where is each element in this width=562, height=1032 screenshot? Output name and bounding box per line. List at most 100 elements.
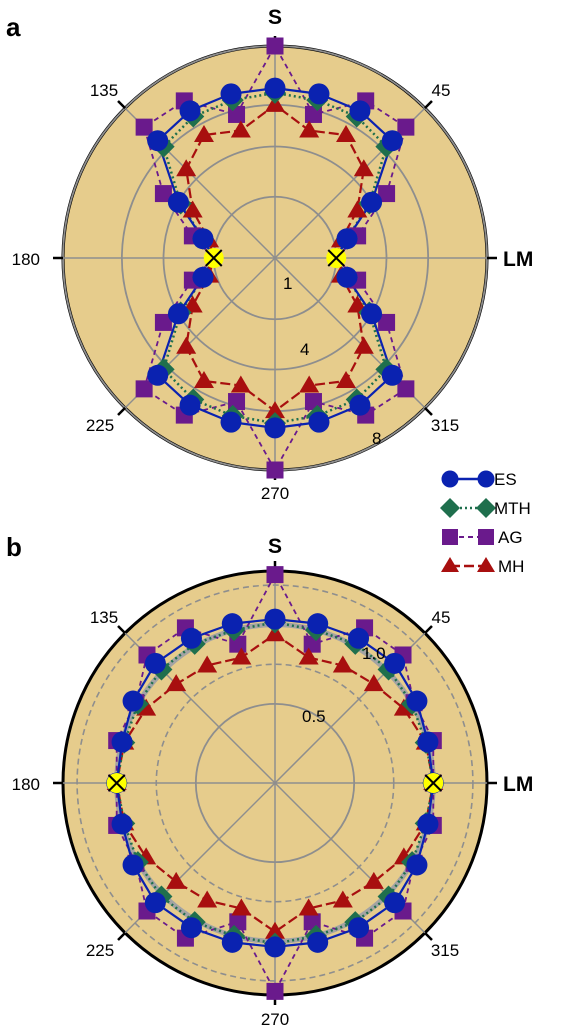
panel-a-es-point-45 — [381, 130, 403, 152]
panel-a-tick-225 — [117, 407, 126, 416]
panel-b-label-90: S — [268, 535, 282, 558]
panel-a-mh-point-135 — [176, 159, 197, 177]
panel-b-es-point-15 — [417, 731, 439, 753]
panel-a-es-point-345 — [336, 266, 358, 288]
panel-a-mh-point-285 — [299, 375, 320, 393]
panel-a-es-point-195 — [192, 266, 214, 288]
panel-a-label-225: 225 — [86, 416, 114, 435]
panel-b-es-point-150 — [122, 690, 144, 712]
panel-b-ring-3 — [76, 584, 474, 982]
panel-b-series — [105, 566, 445, 1000]
panel-a-es-point-225 — [147, 364, 169, 386]
legend-item-mh: MH — [441, 557, 524, 576]
panel-a-mh-point-225 — [176, 336, 197, 354]
panel-a-ring-label-8: 8 — [372, 429, 381, 448]
panel-a-ag-point-330 — [378, 313, 396, 331]
panel-b-es-point-285 — [307, 931, 329, 953]
panel-b-ag-point-270 — [266, 982, 284, 1000]
panel-a-es-point-285 — [308, 411, 330, 433]
panel-b-mh-point-60 — [332, 655, 353, 673]
panel-a-mh-point-120 — [193, 124, 214, 142]
panel-b-letter: b — [6, 532, 22, 562]
panel-a-es-point-210 — [167, 303, 189, 325]
panel-a-es-point-60 — [349, 100, 371, 122]
panel-b-mh-point-300 — [332, 890, 353, 908]
panel-a-mh-point-330 — [347, 295, 368, 313]
panel-b-es-point-135 — [144, 652, 166, 674]
panel-a-crossing-x-1 — [205, 249, 223, 267]
panel-a-letter: a — [6, 12, 21, 42]
panel-a-label-180: 180 — [12, 250, 40, 269]
panel-b-ring-0 — [194, 702, 356, 864]
panel-b-crossings — [106, 773, 444, 793]
panel-a-es-point-120 — [179, 100, 201, 122]
legend-marker-mh-start — [441, 557, 459, 572]
panel-a-es-point-330 — [361, 303, 383, 325]
panel-b-tick-135 — [117, 625, 126, 634]
panel-b-mh-point-45 — [363, 674, 384, 692]
panel-b-es-point-270 — [264, 936, 286, 958]
panel-a-mh-point-60 — [336, 124, 357, 142]
panel-b-mh-point-255 — [231, 898, 252, 916]
panel-a-ag-point-150 — [154, 185, 172, 203]
panel-a-es-point-165 — [192, 228, 214, 250]
panel-a-tick-45 — [424, 100, 433, 109]
panel-a-mh-point-255 — [230, 375, 251, 393]
panel-a-ag-point-30 — [378, 185, 396, 203]
panel-a-ag-point-90 — [266, 37, 284, 55]
panel-a-es-point-270 — [264, 417, 286, 439]
panel-b-es-point-345 — [417, 813, 439, 835]
panel-b-es-point-45 — [384, 652, 406, 674]
panel-a-ag-point-45 — [397, 118, 415, 136]
panel-b-label-0: LM — [503, 773, 533, 796]
panel-a-es-point-30 — [361, 191, 383, 213]
panel-b-mh-point-285 — [298, 898, 319, 916]
panel-a-label-0: LM — [503, 248, 533, 271]
legend-marker-ag-end — [478, 529, 494, 545]
panel-a-es-point-255 — [220, 411, 242, 433]
panel-b-mh-point-270 — [265, 921, 285, 939]
legend-item-es: ES — [441, 470, 517, 489]
panel-a-label-315: 315 — [431, 416, 459, 435]
panel-b-tick-45 — [424, 625, 433, 634]
legend-marker-ag-start — [442, 529, 458, 545]
panel-a-es-point-15 — [336, 228, 358, 250]
panel-a-mh-point-300 — [336, 371, 357, 389]
panel-b-es-point-90 — [264, 608, 286, 630]
legend-item-mth: MTH — [440, 498, 531, 518]
panel-a-label-45: 45 — [432, 81, 451, 100]
panel-b-es-point-105 — [221, 613, 243, 635]
panel-a-es-point-300 — [349, 394, 371, 416]
panel-b-crossing-x-1 — [107, 774, 126, 792]
panel-a-ring-1 — [162, 145, 388, 371]
panel-b-es-point-60 — [348, 627, 370, 649]
panel-a-mh-point-240 — [193, 371, 214, 389]
panel-a-mh-point-150 — [182, 200, 203, 218]
panel-b-label-315: 315 — [431, 941, 459, 960]
legend-marker-es-start — [441, 470, 459, 488]
panel-a-label-135: 135 — [90, 81, 118, 100]
panel-a-mh-point-210 — [182, 295, 203, 313]
panel-b-es-point-165 — [111, 731, 133, 753]
panel-b-label-180: 180 — [12, 775, 40, 794]
panel-b-mh-point-135 — [166, 674, 187, 692]
panel-b-tick-315 — [424, 932, 433, 941]
legend-label-ag: AG — [498, 528, 523, 547]
panel-a-es-point-240 — [179, 394, 201, 416]
panel-b-label-225: 225 — [86, 941, 114, 960]
panel-a-ring-label-4: 4 — [300, 340, 309, 359]
panel-b-tick-225 — [117, 932, 126, 941]
panel-b-mh-point-315 — [363, 871, 384, 889]
panel-a-label-270: 270 — [261, 484, 289, 503]
panel-a-ag-point-225 — [135, 380, 153, 398]
panel-a-es-point-150 — [167, 191, 189, 213]
panel-b-label-45: 45 — [432, 608, 451, 627]
panel-a-es-point-135 — [147, 130, 169, 152]
legend-marker-mth-start — [440, 498, 460, 518]
legend-marker-es-end — [477, 470, 495, 488]
panel-b-es-point-330 — [406, 854, 428, 876]
panel-a-crossing-x-0 — [327, 249, 345, 267]
panel-a-crossings — [203, 248, 347, 268]
panel-b-es-point-195 — [111, 813, 133, 835]
legend-label-es: ES — [494, 470, 517, 489]
